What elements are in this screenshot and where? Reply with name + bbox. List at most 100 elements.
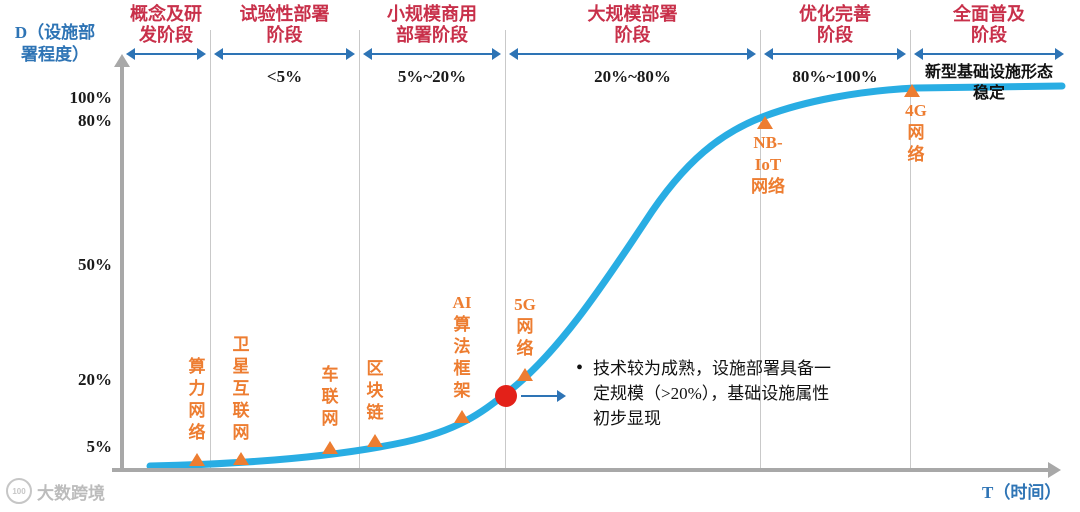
milestone-label-line: 网络 <box>751 177 785 196</box>
stage-title-line: 部署阶段 <box>396 25 468 45</box>
milestone-label-5g: 5G 网 络 <box>510 294 540 360</box>
milestone-label-line: 络 <box>188 423 206 442</box>
milestone-label-line: 网 <box>321 409 339 428</box>
milestone-label-line: 法 <box>453 337 471 356</box>
stage-title-line: 试验性部署 <box>239 4 330 24</box>
stage-title-line: 阶段 <box>971 25 1007 45</box>
stage-separator-1 <box>210 30 211 470</box>
stage-stability-note: 新型基础设施形态稳定 <box>925 64 1054 102</box>
y-axis-label-line: D（设施部 <box>14 23 96 42</box>
watermark: 100 大数跨境 <box>6 478 105 504</box>
stage-header-optimization: 优化完善 阶段 80%~100% <box>760 4 910 86</box>
milestone-label-line: 网 <box>232 423 250 442</box>
bullet-icon: • <box>576 357 584 379</box>
stage-separator-2 <box>359 30 360 470</box>
milestone-label-line: 络 <box>907 145 925 164</box>
milestone-label-line: 网 <box>188 401 206 420</box>
threshold-dot <box>495 385 517 407</box>
watermark-logo-icon: 100 <box>6 478 32 504</box>
stage-header-full-adoption: 全面普及 阶段 新型基础设施形态稳定 <box>910 4 1068 102</box>
milestone-label-line: 络 <box>516 339 534 358</box>
milestone-marker-computing-network <box>189 453 205 466</box>
y-tick-100: 100% <box>69 88 113 107</box>
stage-range-label: 80%~100% <box>792 67 878 86</box>
x-axis-line <box>112 468 1050 472</box>
milestone-label-line: 网 <box>907 123 925 142</box>
y-axis-line <box>120 66 124 472</box>
stage-title-line: 发阶段 <box>139 25 193 45</box>
milestone-marker-blockchain <box>367 434 383 447</box>
stage-span-arrow <box>764 48 906 60</box>
stage-title-line: 阶段 <box>266 25 303 45</box>
stage-title-line: 小规模商用 <box>387 4 477 24</box>
x-axis-arrowhead-icon <box>1048 462 1061 478</box>
stage-separator-3 <box>505 30 506 470</box>
milestone-label-line: 5G <box>514 295 536 314</box>
milestone-marker-nbiot <box>757 116 773 129</box>
y-tick-20: 20% <box>78 370 112 389</box>
milestone-label-line: IoT <box>754 155 782 174</box>
stage-span-arrow <box>363 48 501 60</box>
stage-span-arrow <box>914 48 1064 60</box>
stage-separator-4 <box>760 30 761 470</box>
stage-title-line: 阶段 <box>614 25 651 45</box>
stage-title-line: 优化完善 <box>799 4 871 24</box>
milestone-label-line: 卫 <box>232 335 250 354</box>
stage-range-label: <5% <box>266 67 303 86</box>
milestone-label-line: NB- <box>753 133 783 152</box>
stage-title-line: 概念及研 <box>130 4 202 24</box>
stage-header-experimental: 试验性部署 阶段 <5% <box>210 4 359 86</box>
milestone-marker-iov <box>322 441 338 454</box>
y-tick-5: 5% <box>86 437 113 456</box>
y-tick-50: 50% <box>78 255 112 274</box>
stage-separator-5 <box>910 30 911 470</box>
stage-span-arrow <box>126 48 206 60</box>
stage-span-arrow <box>509 48 756 60</box>
milestone-marker-4g <box>904 84 920 97</box>
stage-title-line: 大规模部署 <box>587 4 678 24</box>
milestone-label-satellite-internet: 卫 星 互 联 网 <box>229 334 253 444</box>
milestone-label-line: 算 <box>453 315 471 334</box>
y-axis-label: D（设施部 署程度） <box>4 22 106 66</box>
threshold-annotation: • 技术较为成熟，设施部署具备一定规模（>20%），基础设施属性初步显现 <box>576 356 843 431</box>
milestone-label-line: 网 <box>516 317 534 336</box>
stage-header-concept-rd: 概念及研 发阶段 <box>122 4 210 60</box>
x-axis-label: T（时间） <box>982 483 1062 502</box>
stage-header-small-commercial: 小规模商用 部署阶段 5%~20% <box>359 4 505 86</box>
y-tick-80: 80% <box>78 111 112 130</box>
annotation-text: 技术较为成熟，设施部署具备一定规模（>20%），基础设施属性初步显现 <box>593 359 832 428</box>
milestone-label-line: 力 <box>188 379 206 398</box>
stage-title-line: 阶段 <box>817 25 853 45</box>
milestone-label-ai-framework: AI 算 法 框 架 <box>447 292 477 402</box>
stage-span-arrow <box>214 48 355 60</box>
stage-title-line: 全面普及 <box>953 4 1025 24</box>
deployment-s-curve <box>146 82 1066 470</box>
milestone-label-line: 框 <box>453 359 471 378</box>
milestone-marker-satellite-internet <box>233 452 249 465</box>
stage-header-large-scale: 大规模部署 阶段 20%~80% <box>505 4 760 86</box>
milestone-label-line: AI <box>452 293 472 312</box>
stage-range-label: 5%~20% <box>397 67 467 86</box>
milestone-label-computing-network: 算 力 网 络 <box>185 356 209 444</box>
milestone-label-line: 链 <box>366 403 384 422</box>
milestone-label-line: 块 <box>366 381 384 400</box>
milestone-label-line: 区 <box>366 359 384 378</box>
stage-range-label: 20%~80% <box>594 67 671 86</box>
watermark-text: 大数跨境 <box>37 483 105 503</box>
milestone-label-line: 互 <box>232 379 250 398</box>
threshold-arrow <box>521 390 566 402</box>
milestone-label-line: 车 <box>321 365 339 384</box>
milestone-label-line: 4G <box>905 101 927 120</box>
milestone-label-line: 星 <box>232 357 250 376</box>
milestone-label-line: 联 <box>232 401 250 420</box>
milestone-label-line: 联 <box>321 387 339 406</box>
milestone-label-nbiot: NB- IoT 网络 <box>748 132 788 198</box>
milestone-label-line: 架 <box>453 381 471 400</box>
y-axis-label-line: 署程度） <box>21 45 89 64</box>
milestone-label-line: 算 <box>188 357 206 376</box>
milestone-label-4g: 4G 网 络 <box>901 100 931 166</box>
milestone-marker-5g <box>517 368 533 381</box>
milestone-label-blockchain: 区 块 链 <box>363 358 387 424</box>
